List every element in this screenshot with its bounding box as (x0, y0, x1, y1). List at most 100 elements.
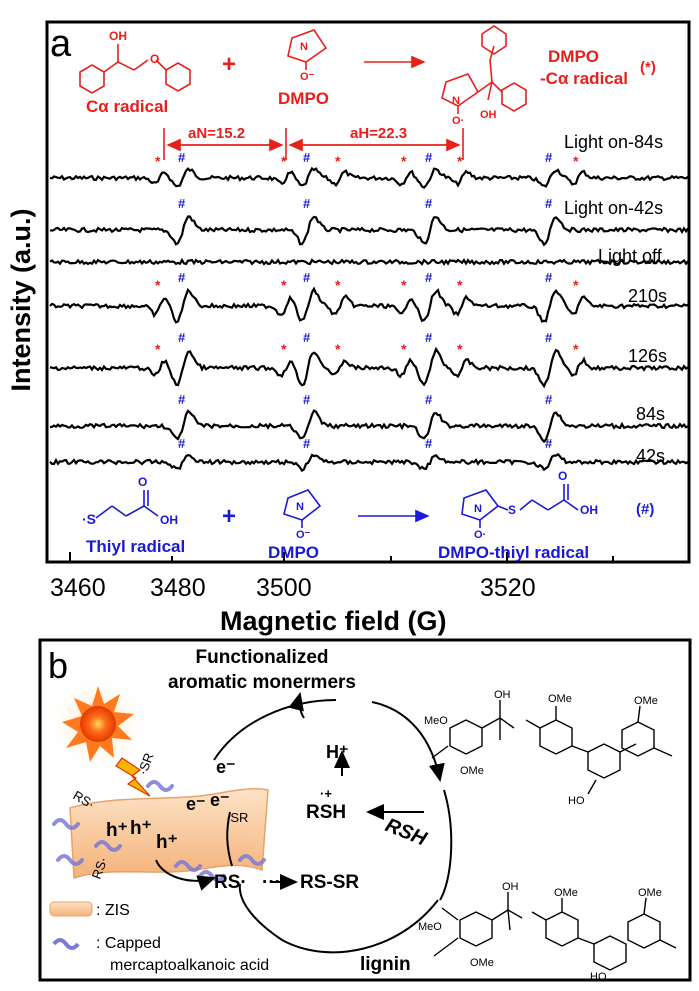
hole-2: h⁺ (130, 818, 152, 839)
lignin-bottom-ho: HO (590, 971, 607, 983)
dmpo-n-label: N (300, 41, 308, 53)
x-tick-3520: 3520 (480, 574, 536, 602)
trace-label-light-off: Light off (598, 246, 663, 266)
epr-trace-3 (49, 286, 689, 324)
star-marker: * (281, 153, 287, 169)
rs-radical: RS· (214, 872, 247, 893)
hash-marker: # (545, 436, 553, 451)
dmpo-thiyl-label: DMPO-thiyl radical (438, 543, 589, 562)
hash-marker: # (425, 270, 433, 285)
rsh-label: RSH (382, 814, 430, 850)
x-tick-3480: 3480 (150, 574, 206, 602)
hash-marker: # (178, 196, 186, 211)
x-axis-label: Magnetic field (G) (220, 606, 447, 636)
plus-top: + (222, 51, 236, 78)
rs-sr: RS-SR (300, 872, 359, 893)
star-marker: * (335, 153, 341, 169)
lightning-bolt-icon (115, 757, 151, 797)
rsh-radical-cation: RSH (306, 802, 346, 823)
dmpo-calpha-line1: DMPO (548, 47, 599, 66)
trace-label-light-on-84s: Light on-84s (564, 132, 663, 152)
star-marker: * (457, 341, 463, 357)
dmpo-label-top: DMPO (278, 89, 329, 108)
zis-sheet (69, 787, 269, 880)
star-marker: * (401, 153, 407, 169)
dmpo-ring-top (287, 29, 328, 63)
lignin-bottom-oh: OH (502, 881, 519, 893)
lignin-bottom-meo: MeO (418, 921, 442, 933)
an-coupling-label: aN=15.2 (188, 125, 245, 142)
top-reaction (79, 25, 527, 114)
hash-marker: # (425, 196, 433, 211)
lignin-top-meo: MeO (424, 715, 448, 727)
lignin-structure-bottom (433, 892, 677, 971)
rs-surface-bottom: RS· (89, 855, 111, 881)
lignin-bottom-ome3: OMe (470, 957, 494, 969)
star-marker: * (573, 341, 579, 357)
star-marker: * (155, 341, 161, 357)
star-marker: * (281, 277, 287, 293)
functionalized-line1: Functionalized (196, 647, 329, 668)
dmpo-calpha-line2: -Cα radical (540, 69, 628, 88)
hash-marker: # (303, 150, 311, 165)
electron-1: e⁻ (216, 757, 236, 777)
y-axis-label: Intensity (a.u.) (6, 208, 36, 391)
o-label: O (150, 52, 159, 66)
star-marker: * (573, 153, 579, 169)
product-bottom-o: O· (474, 529, 486, 541)
dmpo-bottom-n: N (296, 501, 304, 513)
epr-trace-5 (49, 409, 689, 444)
panel-a: a Intensity (a.u.) 3460 3480 3500 3520 M… (6, 20, 691, 636)
panel-b: b Functionalized aromatic monermers RS· … (38, 638, 692, 983)
dmpo-o-label: O⁻ (300, 71, 315, 83)
sr-surface-top: ·SR (135, 751, 157, 777)
legend-capped-line1: : Capped (96, 935, 161, 952)
star-marker-label: (*) (640, 59, 656, 76)
ah-coupling-label: aH=22.3 (350, 125, 407, 142)
legend-zis-swatch (49, 901, 93, 917)
x-tick-3500: 3500 (256, 574, 312, 602)
star-marker: * (457, 277, 463, 293)
legend-capped-swatch (52, 938, 80, 950)
lignin-bottom-ome1: OMe (554, 887, 578, 899)
hash-marker: # (545, 150, 553, 165)
dmpo-ring-bottom (283, 489, 322, 521)
star-marker: * (155, 277, 161, 293)
product-ring-bottom (461, 489, 500, 521)
hash-marker: # (178, 392, 186, 407)
legend: : ZIS : Capped mercaptoalkanoic acid (49, 901, 269, 974)
product-bottom-o2: O (558, 469, 567, 483)
hash-marker: # (178, 330, 186, 345)
legend-capped-line2: mercaptoalkanoic acid (110, 957, 269, 974)
peak-markers: # # # # * * * * * * # # # # # # # # * * * * * * # # # # * * * * * * # # # # # #… (155, 150, 579, 451)
oh-label: OH (109, 29, 127, 43)
hash-marker: # (178, 270, 186, 285)
electron-3: e⁻ (210, 790, 230, 810)
hash-marker: # (545, 392, 553, 407)
thiyl-radical-label: Thiyl radical (86, 537, 185, 556)
epr-trace-6 (49, 452, 689, 473)
rs-dots: ···· (262, 872, 287, 893)
mechanism-cycle (155, 692, 453, 954)
lignin-top-ome2: OMe (634, 695, 658, 707)
lignin-top-ome3: OMe (460, 765, 484, 777)
hash-marker: # (303, 270, 311, 285)
coupling-brackets (163, 128, 464, 160)
hash-marker: # (545, 330, 553, 345)
lignin-bottom-ome2: OMe (638, 887, 662, 899)
hash-marker: # (545, 270, 553, 285)
star-marker: * (573, 277, 579, 293)
bottom-reaction (95, 484, 579, 528)
lignin-labels: MeO OH OMe OMe OMe HO OH OMe OMe MeO OMe… (418, 689, 662, 983)
lignin-top-oh: OH (494, 689, 511, 701)
dmpo-bottom-o: O⁻ (296, 529, 311, 541)
sr-surface-right: ·SR (226, 810, 248, 825)
panel-b-frame (38, 638, 692, 982)
thiyl-s-label: ·S (82, 511, 96, 527)
calpha-benzene-left (79, 64, 105, 94)
hash-marker: # (303, 436, 311, 451)
hash-marker-label: (#) (636, 501, 654, 518)
electron-2: e⁻ (186, 794, 206, 814)
product-n-label: N (452, 95, 460, 107)
